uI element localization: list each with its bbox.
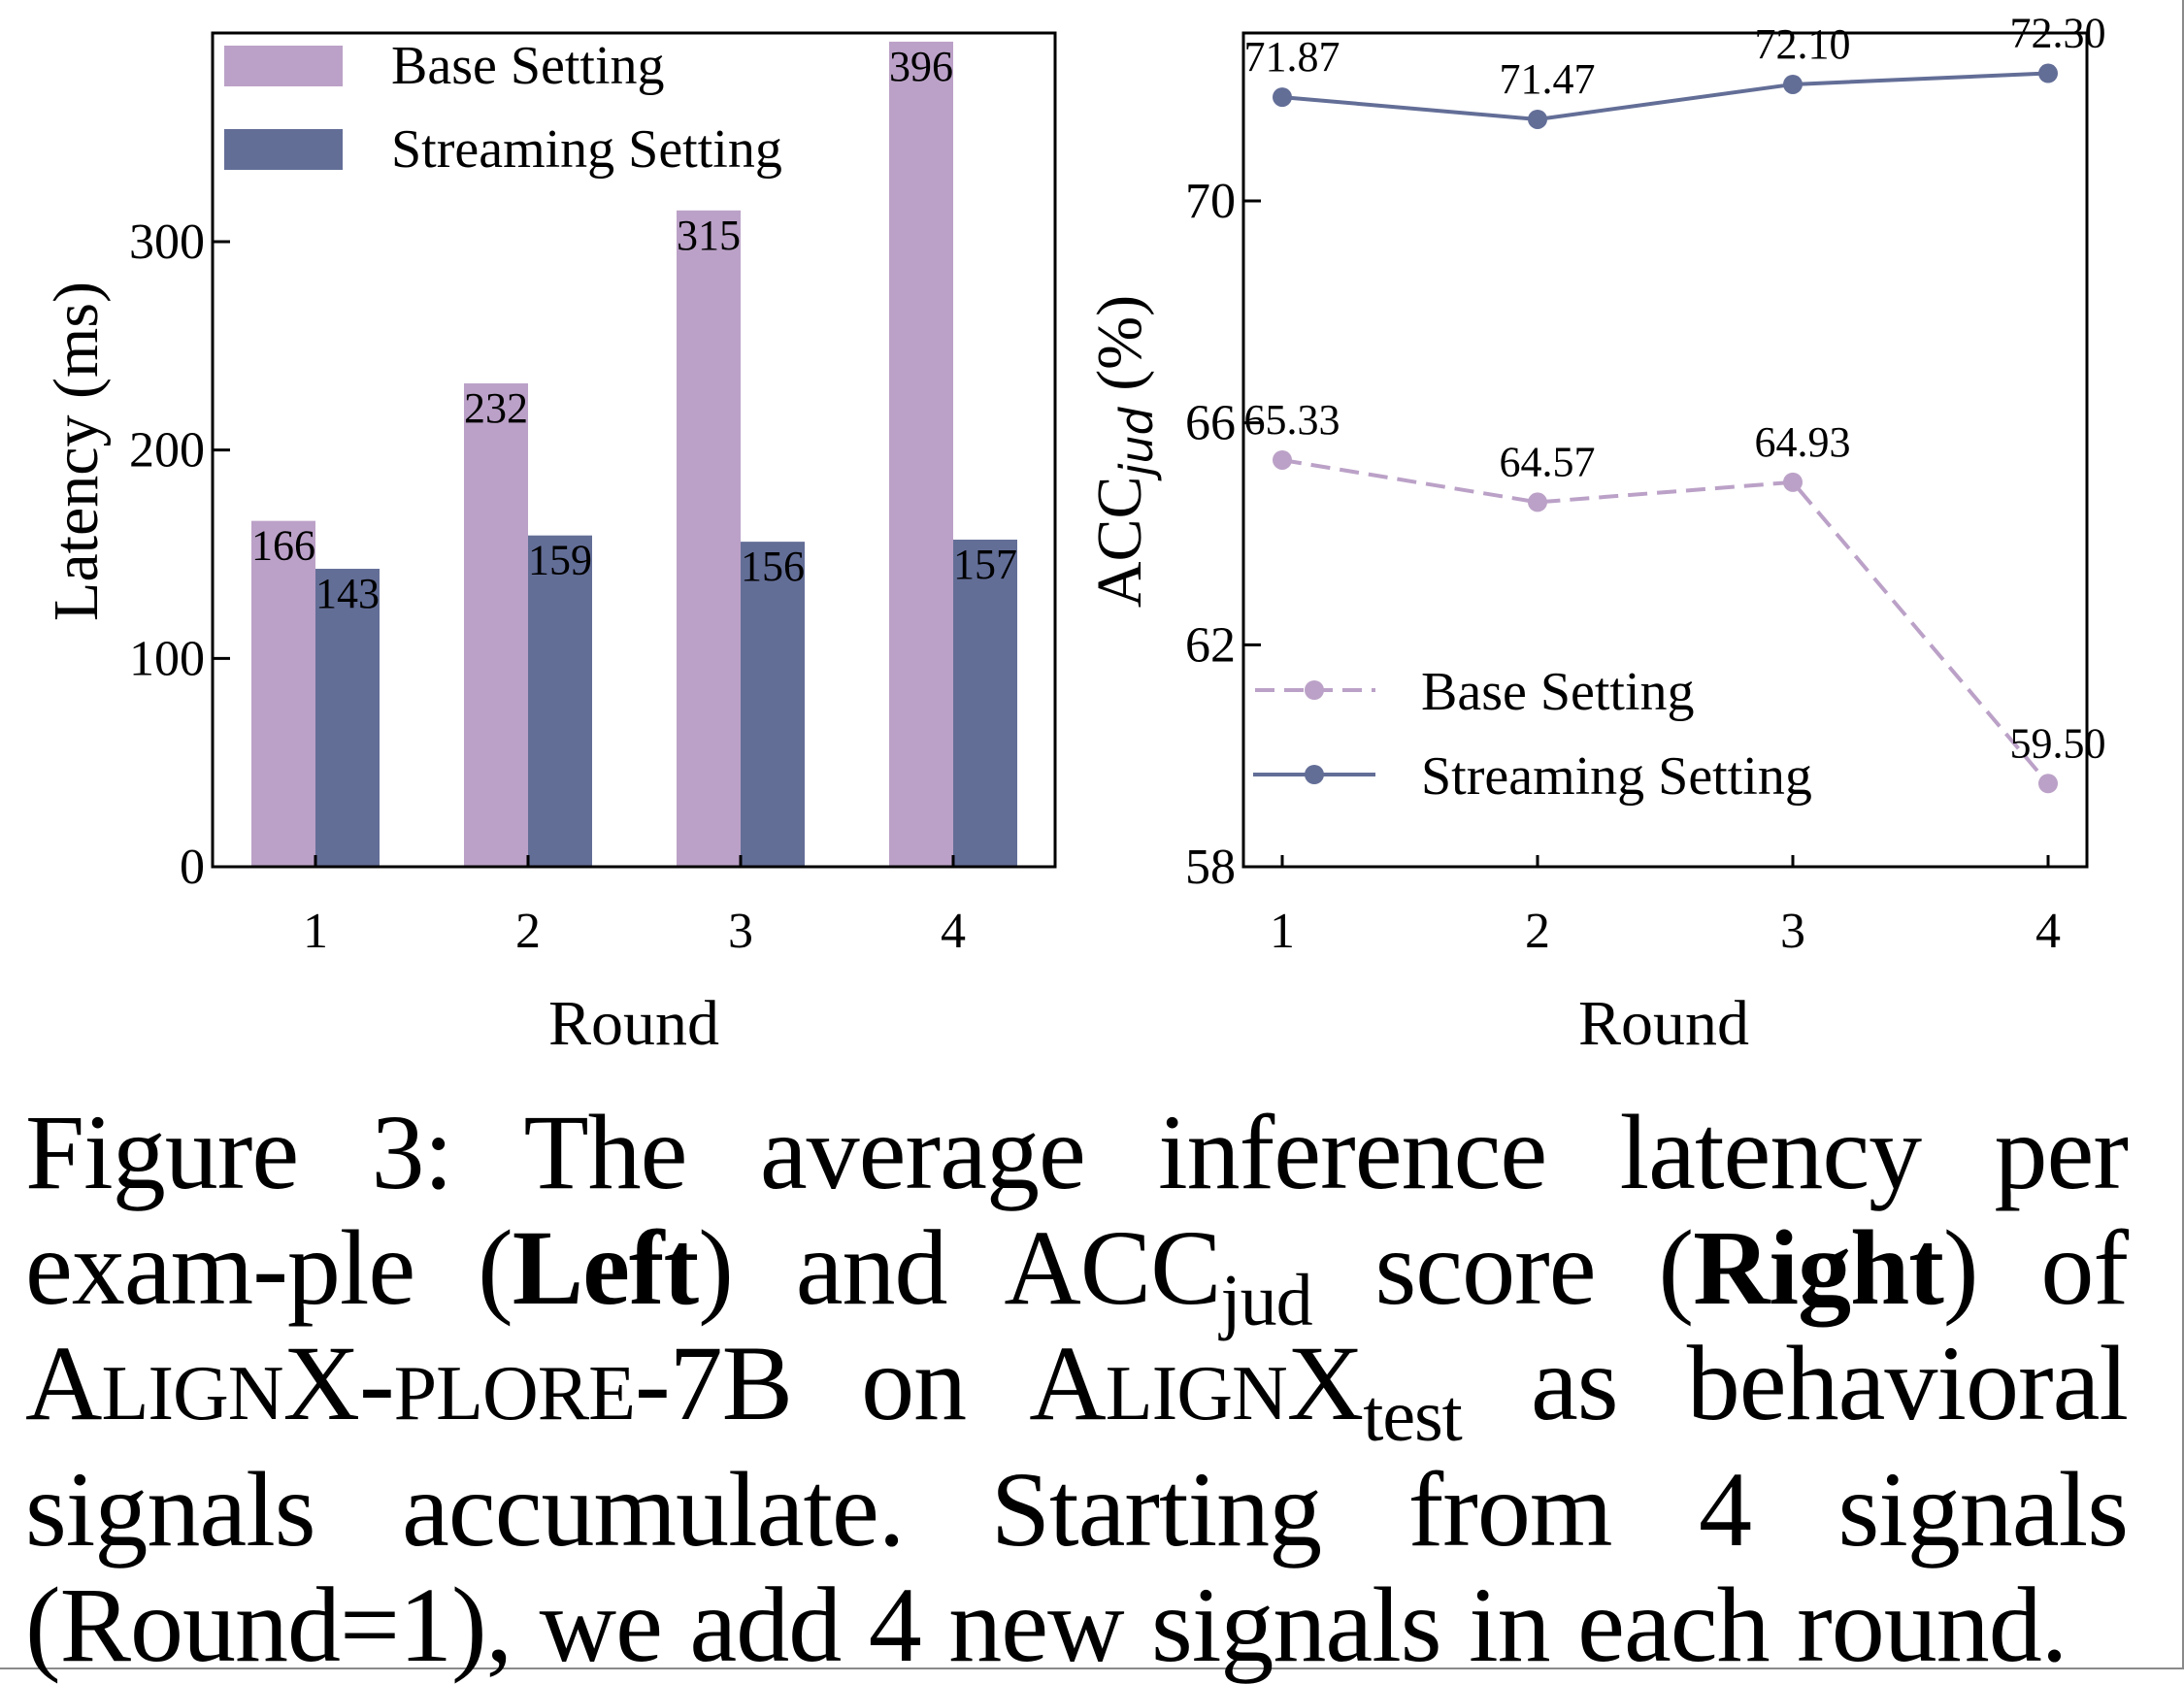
- legend-label-streaming-setting: Streaming Setting: [391, 119, 782, 180]
- point-base-round-2: [1528, 492, 1547, 512]
- point-value-label: 71.87: [1244, 33, 1340, 81]
- x-tick-label: 1: [303, 904, 328, 959]
- bar-base-round-4: [889, 41, 953, 868]
- y-tick-label: 70: [1185, 174, 1236, 229]
- legend-patch-base-setting: [224, 46, 343, 86]
- point-value-label: 64.57: [1500, 438, 1596, 485]
- left-legend: Base Setting Streaming Setting: [224, 36, 782, 180]
- caption-text: score (: [1311, 1208, 1694, 1327]
- y-tick-label: 0: [180, 840, 205, 895]
- bar-base-round-3: [677, 210, 741, 868]
- bench-subscript-test: test: [1363, 1375, 1463, 1457]
- y-tick-label: 58: [1185, 840, 1236, 895]
- latency-bar-chart: 166 232 315 396 143 159 156 157 0 100 200 300 1 2 3 4…: [41, 31, 1057, 1059]
- legend-marker-streaming-setting: [1305, 765, 1324, 784]
- legend-label-streaming-setting: Streaming Setting: [1421, 746, 1812, 807]
- caption-figure-label: Figure 3:: [25, 1093, 453, 1211]
- bar-value-label: 315: [677, 212, 741, 259]
- y-tick-label: 66: [1185, 396, 1236, 451]
- bar-streaming-round-2: [528, 535, 592, 867]
- point-base-round-3: [1783, 472, 1803, 492]
- x-tick-label: 1: [1270, 904, 1295, 959]
- caption-text: The average inference latency per exam-p…: [25, 1093, 2129, 1327]
- right-axes-frame: [1241, 31, 2089, 869]
- line-series-group: [1273, 63, 2058, 794]
- bench-name-smallcaps: lign: [1105, 1351, 1288, 1436]
- caption-text: -7B on: [634, 1324, 1030, 1442]
- right-x-ticks: 1 2 3 4: [1270, 855, 2061, 959]
- legend-label-base-setting: Base Setting: [1421, 662, 1695, 722]
- bar-value-label: 159: [528, 537, 592, 584]
- ylabel-unit: (%): [1084, 295, 1155, 407]
- right-y-axis-label: ACCjud (%): [1084, 295, 1163, 608]
- legend-label-base-setting: Base Setting: [391, 36, 665, 96]
- bar-series-group: [251, 41, 1017, 868]
- y-tick-label: 62: [1185, 617, 1236, 673]
- bench-name-initial: A: [1029, 1324, 1106, 1442]
- caption-text: ) of: [1942, 1208, 2129, 1327]
- bar-value-labels: 166 232 315 396 143 159 156 157: [251, 43, 1017, 617]
- point-base-round-1: [1273, 449, 1292, 470]
- bar-streaming-round-1: [315, 569, 380, 867]
- caption-left-bold: Left: [512, 1208, 699, 1327]
- point-value-label: 72.10: [1755, 20, 1851, 68]
- point-value-label: 65.33: [1244, 396, 1340, 444]
- left-x-axis-label: Round: [548, 988, 719, 1059]
- point-value-label: 59.50: [2010, 719, 2106, 767]
- bar-base-round-2: [464, 382, 528, 867]
- y-tick-label: 100: [129, 631, 205, 686]
- model-name-x: X-: [282, 1324, 395, 1442]
- line-base-setting: [1281, 457, 2050, 785]
- right-legend: Base Setting Streaming Setting: [1253, 662, 1812, 807]
- ylabel-main: ACC: [1084, 476, 1155, 608]
- bar-base-round-1: [251, 520, 315, 867]
- x-tick-label: 2: [515, 904, 541, 959]
- y-tick-label: 200: [129, 423, 205, 479]
- model-name-smallcaps: plore: [393, 1351, 636, 1436]
- right-y-ticks: 58 62 66 70: [1185, 174, 1261, 895]
- x-tick-label: 3: [728, 904, 753, 959]
- bar-value-label: 396: [889, 43, 953, 90]
- bar-value-label: 143: [315, 570, 380, 617]
- x-tick-label: 3: [1780, 904, 1805, 959]
- left-y-axis-label: Latency (ms): [41, 281, 112, 621]
- point-streaming-round-2: [1528, 109, 1547, 129]
- left-x-ticks: 1 2 3 4: [303, 855, 966, 959]
- point-streaming-round-4: [2038, 63, 2058, 83]
- ylabel-subscript: jud: [1110, 406, 1163, 481]
- legend-patch-streaming-setting: [224, 129, 343, 170]
- model-name-initial: A: [25, 1324, 102, 1442]
- bar-value-label: 157: [953, 541, 1017, 588]
- figure-caption: Figure 3: The average inference latency …: [25, 1093, 2129, 1684]
- model-name-smallcaps: lign: [101, 1351, 283, 1436]
- bar-value-label: 166: [251, 522, 315, 570]
- caption-right-bold: Right: [1693, 1208, 1944, 1327]
- caption-text: ) and ACC: [698, 1208, 1221, 1327]
- point-streaming-round-1: [1273, 87, 1292, 108]
- bench-name-x: X: [1286, 1324, 1364, 1442]
- caption-text: as behavioral signals accumulate. Starti…: [25, 1324, 2129, 1684]
- line-streaming-setting: [1281, 71, 2049, 121]
- bar-value-label: 232: [464, 384, 528, 432]
- left-y-ticks: 0 100 200 300: [129, 215, 230, 895]
- y-tick-label: 300: [129, 215, 205, 270]
- point-base-round-4: [2038, 774, 2058, 794]
- x-tick-label: 4: [941, 904, 966, 959]
- bar-value-label: 156: [741, 543, 805, 590]
- x-tick-label: 4: [2035, 904, 2061, 959]
- legend-marker-base-setting: [1305, 680, 1324, 700]
- point-value-label: 64.93: [1755, 418, 1851, 466]
- x-tick-label: 2: [1525, 904, 1550, 959]
- bar-streaming-round-3: [741, 542, 805, 867]
- right-x-axis-label: Round: [1578, 988, 1749, 1059]
- bar-streaming-round-4: [953, 539, 1017, 867]
- point-streaming-round-3: [1783, 74, 1803, 94]
- point-value-label: 71.47: [1500, 55, 1596, 103]
